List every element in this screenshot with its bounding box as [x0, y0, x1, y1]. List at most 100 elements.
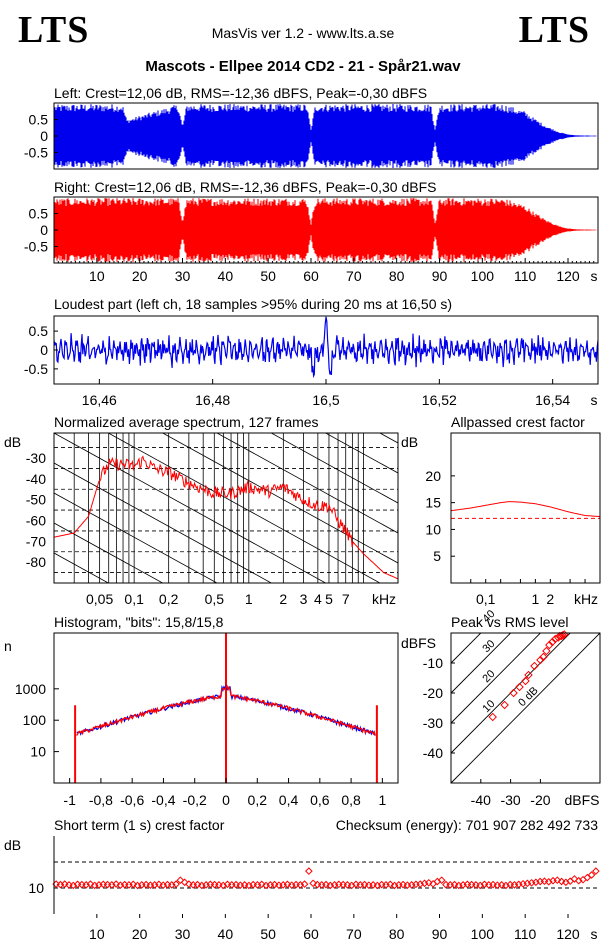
y-tick-label: 0: [40, 128, 48, 144]
crest-diagonal-line: [450, 632, 511, 694]
crest-point: [317, 881, 326, 889]
left_waveform-panel: Left: Crest=12,06 dB, RMS=-12,36 dBFS, P…: [24, 85, 597, 168]
crest-point: [78, 880, 86, 889]
y-tick-label: 0.5: [29, 323, 49, 339]
x-tick-label: 16,46: [82, 392, 117, 408]
y-axis-label: dB: [4, 837, 21, 853]
y-axis-label: dB: [4, 434, 21, 450]
crest-point: [266, 881, 275, 889]
rms-peak-point: [548, 637, 557, 647]
rms-peak-point: [509, 688, 518, 698]
crest-point: [467, 880, 476, 889]
x-tick-label: 30: [175, 268, 191, 284]
lts-logo-left: LTS: [18, 9, 90, 51]
x-unit-label: s: [591, 926, 598, 942]
x-tick-label: 0,5: [205, 591, 225, 607]
crest-point: [137, 881, 146, 889]
y-tick-label: -40: [423, 745, 443, 761]
y-tick-label: -0.5: [24, 361, 48, 377]
rms-peak-point: [536, 655, 545, 665]
y-tick-label: -10: [423, 655, 443, 671]
y-tick-label: -60: [26, 513, 46, 529]
x-tick-label: 0,1: [476, 591, 496, 607]
crest-point: [395, 881, 403, 889]
x-tick-label: 20: [132, 926, 148, 942]
x-tick-label: -0,2: [183, 792, 207, 808]
x-tick-label: 4: [314, 591, 322, 607]
x-tick-label: 0: [222, 792, 230, 808]
histogram-title: Histogram, "bits": 15,8/15,8: [54, 614, 224, 630]
crest-point: [210, 880, 219, 889]
crest-point: [463, 880, 472, 889]
x-tick-label: 10: [89, 268, 105, 284]
slope-line: [216, 433, 398, 534]
slope-line: [54, 433, 327, 583]
checksum-text: Checksum (energy): 701 907 282 492 733: [336, 817, 598, 833]
x-tick-label: 100: [471, 926, 495, 942]
x-tick-label: 0,4: [279, 792, 299, 808]
y-tick-label: 5: [433, 548, 441, 564]
crest-point: [292, 880, 300, 889]
crest-line-label: 20: [480, 668, 497, 685]
histogram-panel: Histogram, "bits": 15,8/15,8n100010010-1…: [4, 614, 386, 808]
y-tick-label: 10: [30, 744, 46, 760]
crest-point: [305, 867, 313, 875]
loudest-part-frame: [53, 315, 599, 385]
x-tick-label: 80: [389, 926, 405, 942]
x-tick-label: 16,5: [312, 392, 339, 408]
left_waveform-title: Left: Crest=12,06 dB, RMS=-12,36 dBFS, P…: [54, 85, 427, 101]
spectrum-trace: [54, 455, 398, 580]
loudest-part-panel: Loudest part (left ch, 18 samples >95% d…: [24, 296, 599, 408]
x-tick-label: 50: [260, 268, 276, 284]
x-tick-label: 110: [514, 926, 537, 942]
rms-peak-point: [557, 631, 566, 641]
x-tick-label: 90: [432, 268, 448, 284]
crest-point: [403, 881, 412, 889]
histogram-frame: [53, 632, 399, 784]
x-tick-label: 0,2: [248, 792, 268, 808]
allpassed-crest-title: Allpassed crest factor: [451, 414, 585, 430]
x-tick-label: 1: [245, 591, 253, 607]
crest-point: [313, 880, 322, 889]
x-unit-label: s: [591, 392, 598, 408]
x-tick-label: 50: [260, 926, 276, 942]
y-tick-label: 10: [425, 521, 441, 537]
crest-point: [172, 880, 180, 888]
x-unit-label: kHz: [574, 591, 598, 607]
allpassed-crest-frame: [450, 432, 601, 584]
crest-point: [536, 877, 544, 886]
spectrum-plot-area: [54, 433, 398, 583]
slope-line: [324, 433, 398, 474]
x-tick-label: 2: [279, 591, 287, 607]
file-title: Mascots - Ellpee 2014 CD2 - 21 - Spår21.…: [145, 58, 461, 75]
rms-peak-point: [542, 646, 551, 656]
rms-peak-point: [524, 670, 533, 680]
x-tick-label: 5: [325, 591, 333, 607]
crest-point: [103, 880, 112, 889]
right_waveform-trace: [54, 198, 597, 262]
x-unit-label: kHz: [372, 591, 396, 607]
right_waveform-title: Right: Crest=12,06 dB, RMS=-12,36 dBFS, …: [54, 179, 436, 195]
x-tick-label: 30: [175, 926, 191, 942]
crest-diagonal-line: [450, 632, 601, 784]
crest-line-label: 10: [480, 698, 497, 715]
crest-point: [163, 880, 172, 889]
x-tick-label: 90: [432, 926, 448, 942]
x-tick-label: 2: [546, 591, 554, 607]
x-tick-label: 10: [89, 926, 105, 942]
x-tick-label: -0,8: [89, 792, 113, 808]
histogram-red-trace: [76, 684, 376, 736]
y-axis-label: n: [4, 638, 12, 654]
x-tick-label: 120: [556, 268, 580, 284]
avg-spectrum-title: Normalized average spectrum, 127 frames: [54, 414, 319, 430]
slope-line: [54, 492, 218, 583]
lts-logo-right: LTS: [518, 9, 590, 51]
short-term-crest-title: Short term (1 s) crest factor: [54, 817, 225, 833]
crest-point: [446, 881, 455, 889]
crest-diagonal-line: [450, 632, 482, 664]
crest-point: [120, 880, 129, 889]
y-tick-label: 15: [425, 495, 441, 511]
x-tick-label: -1: [63, 792, 76, 808]
crest-point: [493, 881, 502, 889]
